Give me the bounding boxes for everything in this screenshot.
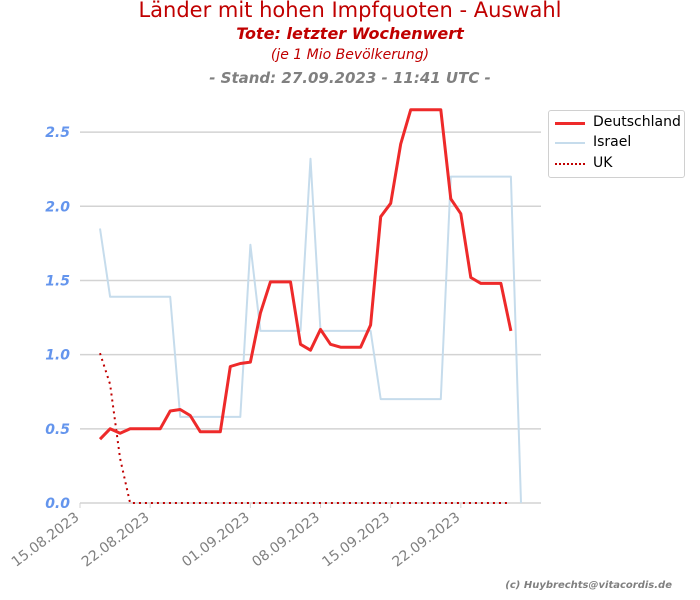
legend: Deutschland Israel UK: [548, 110, 685, 178]
chart-title: Länder mit hohen Impfquoten - Auswahl: [138, 0, 562, 22]
legend-label-israel: Israel: [593, 134, 632, 150]
y-tick-label: 0.0: [45, 496, 70, 512]
y-tick-label: 1.0: [45, 348, 70, 364]
series-line-uk: [99, 352, 511, 504]
x-tick-label: 08.09.2023: [249, 509, 323, 570]
legend-item-israel: Israel: [549, 133, 684, 153]
legend-swatch-uk: [555, 163, 585, 165]
legend-item-uk: UK: [549, 154, 684, 174]
series-line-israel: [99, 157, 522, 504]
y-tick-label: 0.5: [45, 422, 70, 438]
y-tick-label: 1.5: [45, 273, 70, 289]
legend-label-deutschland: Deutschland: [593, 114, 681, 130]
chart-stand: - Stand: 27.09.2023 - 11:41 UTC -: [209, 69, 491, 87]
legend-label-uk: UK: [593, 155, 613, 171]
y-tick-label: 2.0: [45, 199, 70, 215]
legend-item-deutschland: Deutschland: [549, 113, 684, 133]
x-tick-label: 22.08.2023: [79, 509, 153, 570]
legend-swatch-israel: [555, 142, 585, 144]
credit-note: (c) Huybrechts@vitacordis.de: [505, 580, 672, 591]
x-tick-label: 01.09.2023: [179, 509, 253, 570]
x-tick-label: 22.09.2023: [390, 509, 464, 570]
chart-unit-note: (je 1 Mio Bevölkerung): [270, 47, 430, 63]
legend-swatch-deutschland: [555, 122, 585, 125]
y-tick-label: 2.5: [45, 125, 70, 141]
x-tick-label: 15.08.2023: [9, 509, 83, 570]
x-tick-label: 15.09.2023: [319, 509, 393, 570]
chart-subtitle: Tote: letzter Wochenwert: [236, 24, 464, 43]
series-line-deutschland: [98, 108, 513, 441]
